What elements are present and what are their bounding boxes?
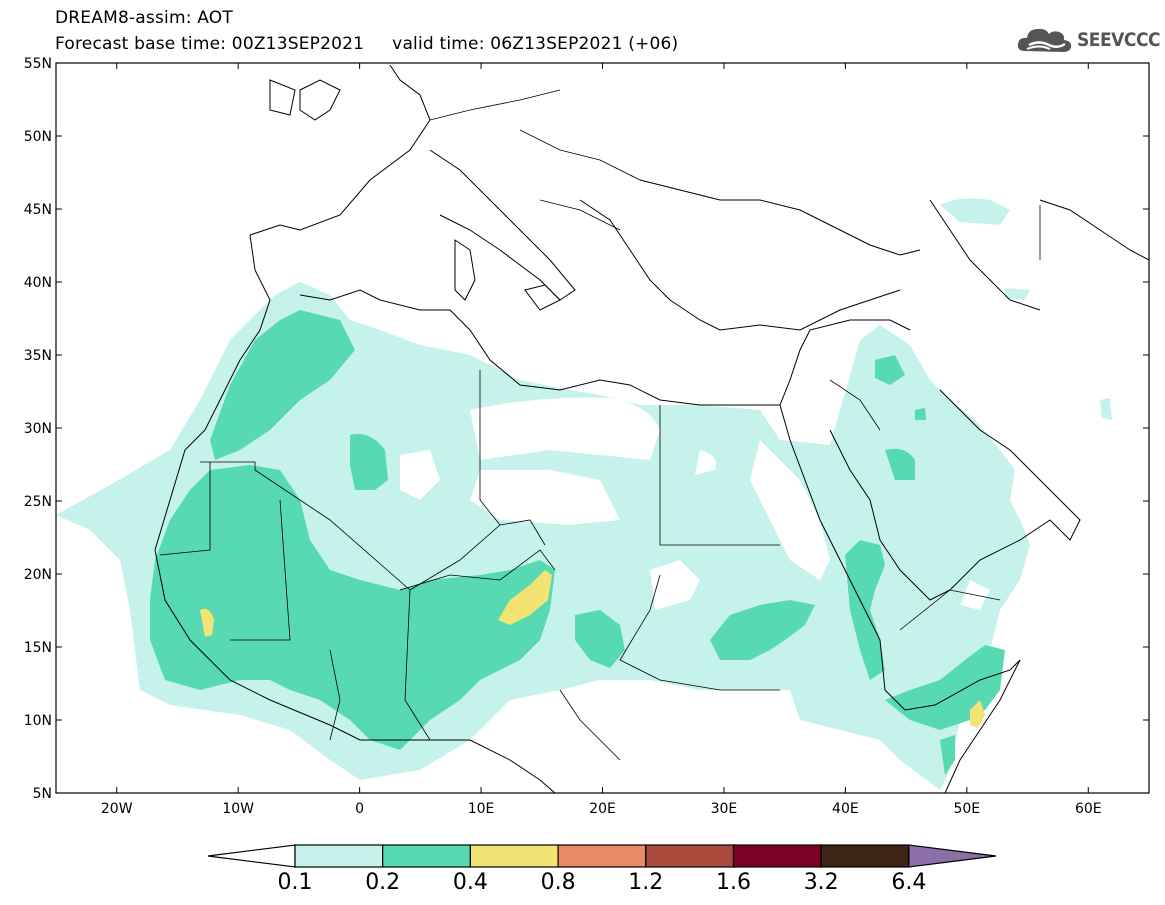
lat-tick-label: 55N bbox=[24, 56, 52, 72]
lon-tick-label: 40E bbox=[832, 801, 859, 817]
logo-text: SEEVCCC bbox=[1077, 29, 1161, 51]
lon-tick-label: 20E bbox=[589, 801, 616, 817]
colorbar-segment bbox=[732, 844, 822, 868]
colorbar-label: 0.1 bbox=[277, 870, 313, 895]
colorbar-segment bbox=[382, 844, 472, 868]
colorbar-arrow-low bbox=[207, 844, 296, 868]
lat-tick-label: 15N bbox=[24, 640, 52, 656]
colorbar bbox=[207, 844, 997, 868]
forecast-time-subtitle: Forecast base time: 00Z13SEP2021 valid t… bbox=[55, 34, 679, 54]
lon-tick-label: 10E bbox=[468, 801, 495, 817]
colorbar-label: 3.2 bbox=[803, 870, 839, 895]
lon-tick-label: 50E bbox=[953, 801, 980, 817]
lat-tick-label: 45N bbox=[24, 202, 52, 218]
lat-tick-label: 10N bbox=[24, 713, 52, 729]
aot-contour-0.4 bbox=[200, 570, 985, 728]
lon-tick-label: 20W bbox=[101, 801, 133, 817]
lon-tick-label: 60E bbox=[1075, 801, 1102, 817]
aot-contour-0.2 bbox=[150, 310, 1005, 775]
lat-tick-label: 5N bbox=[33, 786, 52, 802]
colorbar-segment bbox=[469, 844, 559, 868]
lon-tick-label: 30E bbox=[711, 801, 738, 817]
colorbar-label: 0.8 bbox=[540, 870, 576, 895]
aot-field bbox=[56, 198, 1112, 790]
colorbar-label: 1.6 bbox=[716, 870, 751, 895]
colorbar-arrow-high bbox=[908, 844, 997, 868]
cloud-logo-icon bbox=[1017, 28, 1072, 52]
lat-tick-label: 35N bbox=[24, 348, 52, 364]
colorbar-segment bbox=[645, 844, 735, 868]
colorbar-label: 1.2 bbox=[628, 870, 664, 895]
colorbar-segment bbox=[820, 844, 910, 868]
lat-tick-label: 25N bbox=[24, 494, 52, 510]
lon-tick-label: 0 bbox=[355, 801, 364, 817]
colorbar-segment bbox=[557, 844, 647, 868]
lat-tick-label: 20N bbox=[24, 567, 52, 583]
axis-ticks: 20W 10W 0 10E 20E 30E 40E 50E 60E 55N 50N 45N 40N 35N… bbox=[24, 56, 1149, 817]
coastlines bbox=[154, 64, 1149, 793]
borders bbox=[159, 89, 1041, 761]
colorbar-label: 0.4 bbox=[452, 870, 488, 895]
colorbar-label: 6.4 bbox=[891, 870, 927, 895]
map-title: DREAM8-assim: AOT bbox=[55, 8, 233, 28]
lon-tick-label: 10W bbox=[222, 801, 254, 817]
lat-tick-label: 30N bbox=[24, 421, 52, 437]
aot-contour-below-0.1 bbox=[400, 397, 990, 610]
colorbar-label: 0.2 bbox=[365, 870, 401, 895]
colorbar-segment bbox=[294, 844, 384, 868]
lat-tick-label: 50N bbox=[24, 129, 52, 145]
seevccc-logo: SEEVCCC bbox=[1017, 20, 1161, 60]
lat-tick-label: 40N bbox=[24, 275, 52, 291]
